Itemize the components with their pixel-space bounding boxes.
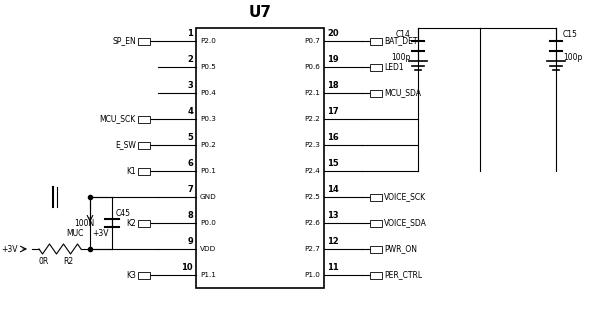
- Text: 20: 20: [327, 29, 339, 38]
- Text: P1.0: P1.0: [304, 272, 320, 278]
- Text: P0.2: P0.2: [200, 142, 216, 148]
- Text: P0.0: P0.0: [200, 220, 216, 226]
- Text: MCU_SCK: MCU_SCK: [99, 115, 136, 124]
- Text: P2.2: P2.2: [304, 116, 320, 122]
- Text: 18: 18: [327, 81, 339, 90]
- Text: GND: GND: [200, 194, 217, 200]
- Text: VDD: VDD: [200, 246, 216, 252]
- Text: 100p: 100p: [563, 53, 583, 62]
- Text: PER_CTRL: PER_CTRL: [384, 270, 422, 279]
- Text: P0.1: P0.1: [200, 168, 216, 174]
- Bar: [138, 141, 150, 148]
- Bar: [370, 90, 382, 97]
- Text: BAT_DET: BAT_DET: [384, 36, 417, 45]
- Text: 4: 4: [187, 107, 193, 116]
- Text: C15: C15: [563, 30, 578, 39]
- Text: 1: 1: [187, 29, 193, 38]
- Text: K1: K1: [126, 166, 136, 175]
- Text: 0R: 0R: [39, 257, 49, 266]
- Text: 2: 2: [187, 55, 193, 64]
- Text: 13: 13: [327, 211, 339, 220]
- Text: 3: 3: [187, 81, 193, 90]
- Text: K2: K2: [126, 219, 136, 228]
- Text: 16: 16: [327, 133, 339, 142]
- Text: 10: 10: [181, 263, 193, 272]
- Text: SP_EN: SP_EN: [112, 36, 136, 45]
- Text: VOICE_SDA: VOICE_SDA: [384, 219, 427, 228]
- Text: 11: 11: [327, 263, 339, 272]
- Text: P0.3: P0.3: [200, 116, 216, 122]
- Text: P2.6: P2.6: [304, 220, 320, 226]
- Text: P2.4: P2.4: [304, 168, 320, 174]
- Text: U7: U7: [249, 5, 272, 20]
- Text: MCU_SDA: MCU_SDA: [384, 89, 421, 98]
- Text: MUC: MUC: [67, 229, 84, 238]
- Text: 14: 14: [327, 185, 339, 194]
- Text: P1.1: P1.1: [200, 272, 216, 278]
- Text: 19: 19: [327, 55, 339, 64]
- Text: 12: 12: [327, 237, 339, 246]
- Text: 8: 8: [187, 211, 193, 220]
- Text: 7: 7: [187, 185, 193, 194]
- Text: P2.1: P2.1: [304, 90, 320, 96]
- Text: 100N: 100N: [74, 219, 94, 228]
- Text: C14: C14: [396, 30, 411, 39]
- Bar: [138, 271, 150, 278]
- Text: 6: 6: [187, 159, 193, 168]
- Text: PWR_ON: PWR_ON: [384, 244, 417, 253]
- Text: P0.4: P0.4: [200, 90, 216, 96]
- Text: 9: 9: [187, 237, 193, 246]
- Text: VOICE_SCK: VOICE_SCK: [384, 193, 426, 202]
- Text: P2.3: P2.3: [304, 142, 320, 148]
- Text: 100p: 100p: [392, 53, 411, 62]
- Text: +3V: +3V: [92, 229, 108, 238]
- Bar: [138, 220, 150, 227]
- Text: R2: R2: [63, 257, 73, 266]
- Bar: [138, 167, 150, 174]
- Bar: [370, 63, 382, 70]
- Text: E_SW: E_SW: [115, 140, 136, 149]
- Text: C45: C45: [116, 209, 131, 218]
- Text: K3: K3: [126, 270, 136, 279]
- Text: +3V: +3V: [2, 244, 18, 253]
- Bar: [370, 245, 382, 252]
- Bar: [370, 194, 382, 201]
- Text: LED1: LED1: [384, 62, 404, 71]
- Text: P2.7: P2.7: [304, 246, 320, 252]
- Text: 17: 17: [327, 107, 339, 116]
- Text: P2.5: P2.5: [304, 194, 320, 200]
- Text: P0.7: P0.7: [304, 38, 320, 44]
- Bar: [370, 271, 382, 278]
- Text: P2.0: P2.0: [200, 38, 216, 44]
- Bar: [370, 37, 382, 44]
- Text: 5: 5: [187, 133, 193, 142]
- Text: 15: 15: [327, 159, 339, 168]
- Bar: [370, 220, 382, 227]
- Text: P0.6: P0.6: [304, 64, 320, 70]
- Bar: [138, 116, 150, 123]
- Bar: [196, 28, 324, 288]
- Bar: [138, 37, 150, 44]
- Text: P0.5: P0.5: [200, 64, 216, 70]
